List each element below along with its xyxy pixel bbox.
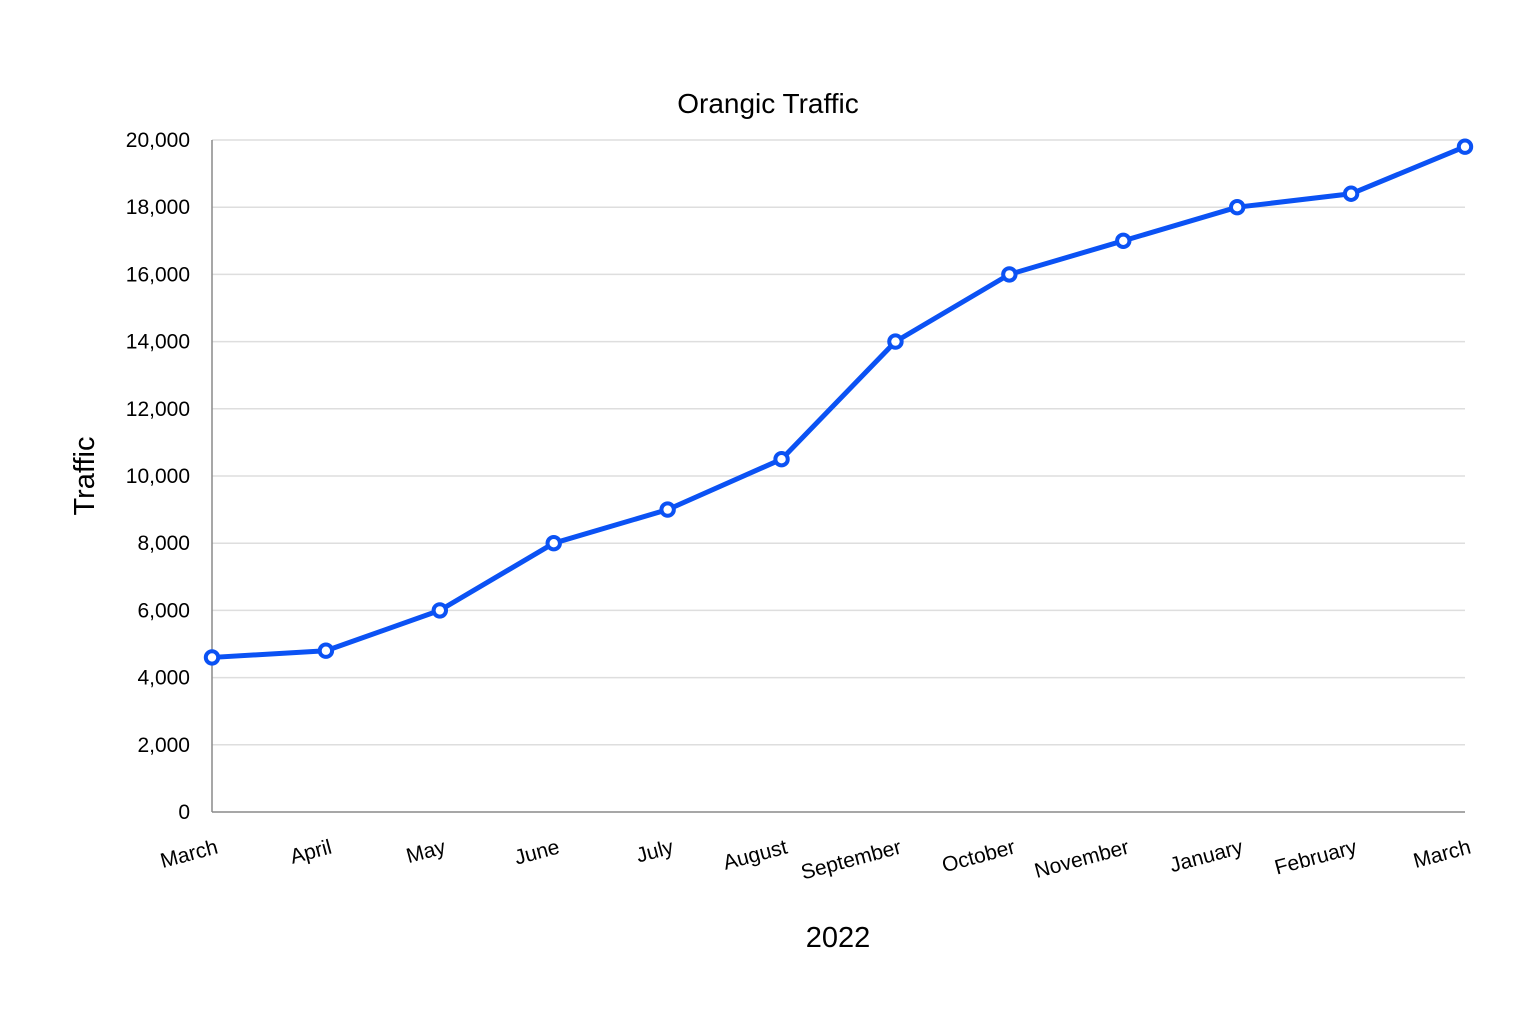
y-tick-label: 2,000 [137, 734, 190, 757]
y-tick-label: 20,000 [126, 129, 190, 152]
y-tick-label: 18,000 [126, 196, 190, 219]
data-point [203, 649, 221, 666]
x-tick-label: May [404, 835, 449, 868]
y-tick-label: 6,000 [137, 599, 190, 622]
data-point [1456, 138, 1474, 155]
x-tick-label: June [512, 836, 562, 870]
x-axis-title: 2022 [806, 922, 871, 954]
y-axis-title: Traffic [69, 437, 101, 516]
tick-label-layer: 0 2,000 4,000 6,000 8,000 10,000 12,000 14,000 1… [126, 129, 1474, 884]
y-tick-label: 8,000 [137, 532, 190, 555]
data-point [1115, 232, 1132, 250]
data-point [545, 535, 562, 552]
y-tick-label: 4,000 [137, 667, 190, 690]
x-tick-label: March [1411, 836, 1473, 873]
x-tick-label: February [1272, 835, 1360, 879]
y-tick-label: 12,000 [126, 398, 190, 421]
data-point [1228, 199, 1246, 216]
grid-layer [212, 139, 1465, 746]
data-point [887, 333, 904, 350]
data-point [1342, 185, 1360, 202]
y-tick-label: 0 [178, 801, 190, 824]
data-point [431, 602, 449, 619]
chart-title: Orangic Traffic [677, 88, 859, 119]
y-tick-label: 10,000 [126, 465, 190, 488]
x-tick-label: January [1167, 835, 1246, 877]
series-layer [203, 138, 1474, 666]
y-tick-label: 14,000 [126, 331, 190, 354]
x-tick-label: August [721, 836, 790, 875]
x-tick-label: April [288, 836, 335, 869]
data-point [773, 451, 790, 468]
x-tick-label: October [940, 836, 1018, 878]
axis-layer [211, 140, 1465, 813]
data-point [659, 501, 676, 518]
x-tick-label: July [634, 835, 677, 867]
x-tick-label: September [799, 836, 904, 885]
series-line [209, 144, 1468, 660]
x-tick-label: November [1032, 836, 1132, 883]
data-point [1001, 266, 1018, 283]
data-point [317, 642, 335, 659]
y-tick-label: 16,000 [126, 263, 190, 286]
x-tick-label: March [158, 836, 220, 873]
